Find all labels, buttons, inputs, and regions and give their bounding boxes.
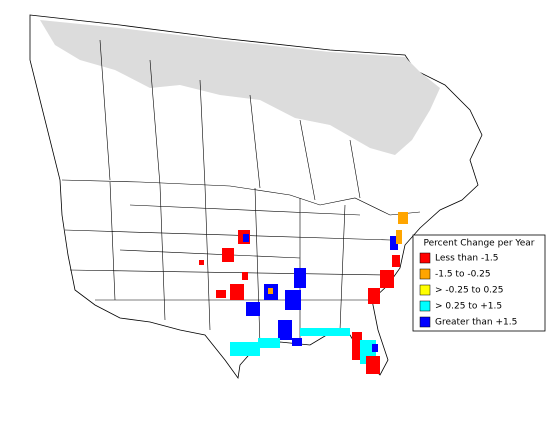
legend-swatch	[419, 300, 431, 312]
legend-label: > 0.25 to +1.5	[435, 302, 502, 312]
legend-box	[412, 234, 546, 332]
legend-label: -1.5 to -0.25	[435, 270, 491, 280]
legend-label: Less than -1.5	[435, 254, 499, 264]
legend-title: Percent Change per Year	[424, 239, 535, 249]
shaded-region	[40, 20, 440, 155]
legend-label: > -0.25 to 0.25	[435, 286, 503, 296]
legend-items: Less than -1.5 -1.5 to -0.25 > -0.25 to 0.…	[419, 252, 517, 328]
legend-swatch	[419, 252, 431, 264]
legend-label: Greater than +1.5	[435, 318, 517, 328]
legend-swatch	[419, 316, 431, 328]
region-borders	[64, 39, 391, 346]
national-border	[61, 179, 421, 216]
legend-swatch	[419, 284, 431, 296]
legend-swatch	[419, 268, 431, 280]
change-patches	[199, 212, 408, 374]
